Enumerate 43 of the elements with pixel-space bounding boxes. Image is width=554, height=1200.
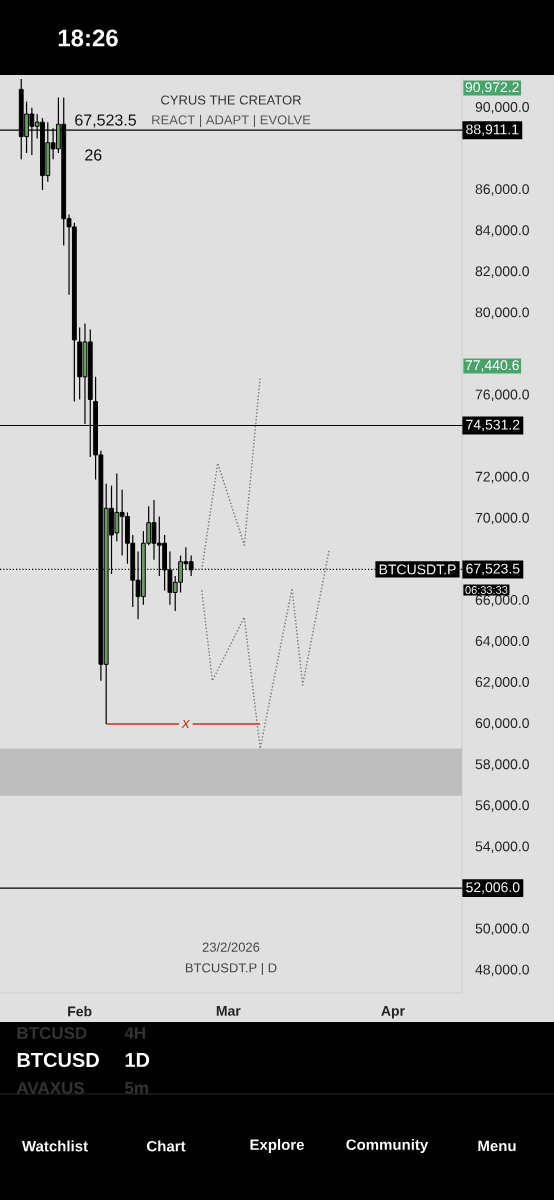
text: 18:26 bbox=[58, 29, 118, 47]
text: 06:33:33 bbox=[465, 586, 508, 594]
y-tick-label: 66,000.0 bbox=[475, 594, 529, 607]
y-tick-label: 64,000.0 bbox=[475, 636, 529, 648]
y-tick-label: 72,000.0 bbox=[475, 471, 529, 484]
annotation: x bbox=[181, 719, 191, 728]
text: BTCUSD bbox=[17, 1052, 99, 1068]
y-tick-label: 48,000.0 bbox=[475, 964, 529, 977]
ref-line-label: 74,531.2 bbox=[466, 419, 520, 432]
text: 90,972.2 bbox=[465, 82, 519, 94]
ref-line-label: 52,006.0 bbox=[466, 882, 520, 894]
annotation: BTCUSDT.P bbox=[379, 564, 456, 575]
annotation: 23/2/2026 bbox=[202, 942, 260, 952]
annotation: BTCUSDT.P | D bbox=[185, 962, 277, 976]
text: Community bbox=[346, 1139, 429, 1153]
text: Menu bbox=[478, 1140, 516, 1152]
text: Chart bbox=[147, 1140, 186, 1152]
y-tick-label: 58,000.0 bbox=[475, 759, 529, 771]
y-tick-label: 54,000.0 bbox=[475, 841, 529, 853]
annotation: 67,523.5 bbox=[75, 114, 136, 128]
text: 77,440.6 bbox=[465, 360, 519, 372]
y-tick-label: 76,000.0 bbox=[475, 389, 529, 402]
y-tick-label: 84,000.0 bbox=[475, 225, 529, 237]
y-tick-label: 80,000.0 bbox=[475, 307, 529, 319]
x-tick-label: Mar bbox=[216, 1006, 241, 1016]
annotation: 26 bbox=[85, 149, 102, 161]
text: 1D bbox=[125, 1053, 150, 1067]
y-tick-label: 56,000.0 bbox=[475, 800, 529, 812]
y-tick-label: 90,000.0 bbox=[475, 102, 529, 114]
ref-line-label: 67,523.5 bbox=[466, 563, 520, 576]
text: Explore bbox=[250, 1139, 305, 1153]
y-tick-label: 82,000.0 bbox=[475, 266, 529, 278]
y-tick-label: 50,000.0 bbox=[475, 923, 529, 936]
text: CYRUS THE CREATOR bbox=[161, 95, 301, 105]
text: REACT | ADAPT | EVOLVE bbox=[152, 114, 311, 128]
x-tick-label: Feb bbox=[68, 1006, 92, 1017]
y-tick-label: 62,000.0 bbox=[475, 677, 529, 689]
text: Watchlist bbox=[21, 1140, 88, 1152]
y-tick-label: 60,000.0 bbox=[475, 718, 529, 730]
ref-line-label: 88,911.1 bbox=[466, 124, 519, 136]
y-tick-label: 70,000.0 bbox=[475, 512, 529, 525]
x-tick-label: Apr bbox=[381, 1006, 405, 1019]
y-tick-label: 86,000.0 bbox=[475, 184, 529, 196]
